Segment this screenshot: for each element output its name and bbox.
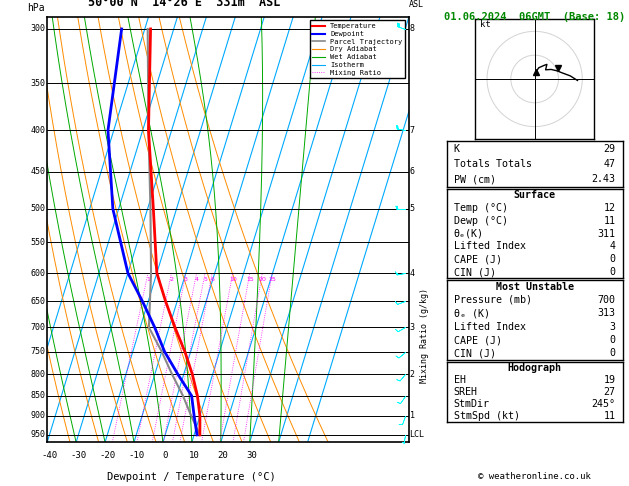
- Text: θₑ(K): θₑ(K): [454, 228, 484, 239]
- Text: 3: 3: [184, 278, 188, 282]
- Text: 550: 550: [30, 238, 45, 247]
- Text: 2.43: 2.43: [592, 174, 616, 184]
- Text: 12: 12: [604, 203, 616, 213]
- Text: StmDir: StmDir: [454, 399, 489, 409]
- Text: 750: 750: [30, 347, 45, 356]
- Text: 1: 1: [146, 278, 150, 282]
- Text: 6: 6: [409, 167, 415, 176]
- Text: 800: 800: [30, 370, 45, 379]
- Text: 6: 6: [210, 278, 214, 282]
- Text: 300: 300: [30, 24, 45, 34]
- Text: 0: 0: [610, 335, 616, 345]
- Text: Dewpoint / Temperature (°C): Dewpoint / Temperature (°C): [108, 472, 276, 482]
- Text: Totals Totals: Totals Totals: [454, 159, 532, 169]
- Text: 313: 313: [598, 308, 616, 318]
- Text: 3: 3: [409, 323, 415, 332]
- Text: 245°: 245°: [592, 399, 616, 409]
- Text: 5: 5: [203, 278, 207, 282]
- Text: kt: kt: [480, 19, 491, 29]
- Text: 29: 29: [604, 144, 616, 154]
- Text: -10: -10: [128, 451, 144, 460]
- Text: 5: 5: [409, 204, 415, 213]
- Text: 311: 311: [598, 228, 616, 239]
- Text: EH: EH: [454, 375, 465, 385]
- Text: CAPE (J): CAPE (J): [454, 254, 502, 264]
- Text: 4: 4: [194, 278, 199, 282]
- Text: 2: 2: [409, 370, 415, 379]
- Text: 0: 0: [610, 348, 616, 359]
- Text: 10: 10: [229, 278, 237, 282]
- Text: 11: 11: [604, 216, 616, 226]
- Text: 450: 450: [30, 167, 45, 176]
- Text: Most Unstable: Most Unstable: [496, 281, 574, 292]
- Text: 4: 4: [409, 269, 415, 278]
- Text: 20: 20: [218, 451, 228, 460]
- Text: -30: -30: [70, 451, 86, 460]
- Text: 650: 650: [30, 297, 45, 306]
- Text: 0: 0: [610, 254, 616, 264]
- Text: 600: 600: [30, 269, 45, 278]
- Text: 500: 500: [30, 204, 45, 213]
- Text: 4: 4: [610, 242, 616, 251]
- Text: LCL: LCL: [409, 431, 425, 439]
- Text: Temp (°C): Temp (°C): [454, 203, 508, 213]
- Text: K: K: [454, 144, 460, 154]
- Text: 850: 850: [30, 391, 45, 400]
- Text: 11: 11: [604, 411, 616, 421]
- Text: PW (cm): PW (cm): [454, 174, 496, 184]
- Text: 2: 2: [169, 278, 174, 282]
- Text: Lifted Index: Lifted Index: [454, 242, 526, 251]
- Text: SREH: SREH: [454, 387, 477, 397]
- Text: 19: 19: [604, 375, 616, 385]
- Text: 0: 0: [610, 267, 616, 277]
- Text: 01.06.2024  06GMT  (Base: 18): 01.06.2024 06GMT (Base: 18): [444, 12, 625, 22]
- Text: -20: -20: [99, 451, 115, 460]
- Text: 7: 7: [409, 126, 415, 135]
- Text: Hodograph: Hodograph: [508, 363, 562, 373]
- Text: 0: 0: [162, 451, 168, 460]
- Text: Surface: Surface: [514, 190, 555, 200]
- Text: 900: 900: [30, 411, 45, 420]
- Text: 700: 700: [30, 323, 45, 332]
- Text: StmSpd (kt): StmSpd (kt): [454, 411, 520, 421]
- Text: -40: -40: [42, 451, 57, 460]
- Text: 20: 20: [259, 278, 266, 282]
- Legend: Temperature, Dewpoint, Parcel Trajectory, Dry Adiabat, Wet Adiabat, Isotherm, Mi: Temperature, Dewpoint, Parcel Trajectory…: [309, 20, 405, 78]
- Text: km
ASL: km ASL: [409, 0, 424, 8]
- Text: 950: 950: [30, 431, 45, 439]
- Text: 400: 400: [30, 126, 45, 135]
- Text: 25: 25: [269, 278, 276, 282]
- Text: © weatheronline.co.uk: © weatheronline.co.uk: [478, 472, 591, 481]
- Text: 700: 700: [598, 295, 616, 305]
- Text: 30: 30: [247, 451, 257, 460]
- Text: 47: 47: [604, 159, 616, 169]
- Text: 8: 8: [409, 24, 415, 34]
- Text: 50°00'N  14°26'E  331m  ASL: 50°00'N 14°26'E 331m ASL: [89, 0, 281, 8]
- Text: Dewp (°C): Dewp (°C): [454, 216, 508, 226]
- Text: 1: 1: [409, 411, 415, 420]
- Text: Mixing Ratio (g/kg): Mixing Ratio (g/kg): [420, 289, 429, 383]
- Text: hPa: hPa: [27, 3, 45, 13]
- Text: 350: 350: [30, 79, 45, 88]
- Text: 15: 15: [246, 278, 253, 282]
- Text: CIN (J): CIN (J): [454, 267, 496, 277]
- Text: 27: 27: [604, 387, 616, 397]
- Text: 10: 10: [189, 451, 199, 460]
- Text: Pressure (mb): Pressure (mb): [454, 295, 532, 305]
- Text: CAPE (J): CAPE (J): [454, 335, 502, 345]
- Text: θₑ (K): θₑ (K): [454, 308, 489, 318]
- Text: CIN (J): CIN (J): [454, 348, 496, 359]
- Text: Lifted Index: Lifted Index: [454, 322, 526, 332]
- Text: 3: 3: [610, 322, 616, 332]
